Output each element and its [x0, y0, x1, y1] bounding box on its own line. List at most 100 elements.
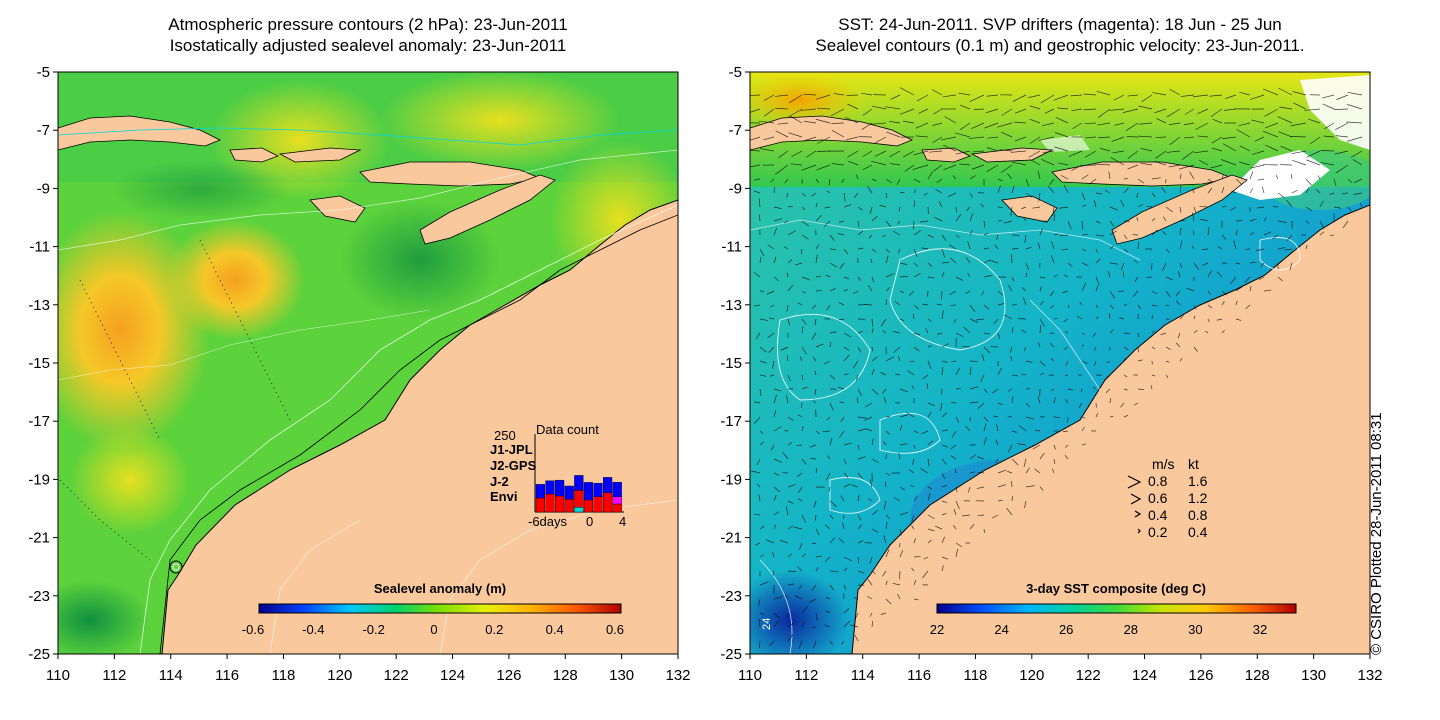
velocity-vector: [868, 234, 873, 239]
velocity-vector: [1249, 286, 1252, 292]
right-lat-tick: -11: [721, 239, 742, 256]
velocity-vector: [955, 234, 960, 238]
velocity-vector: [1123, 234, 1128, 240]
velocity-vector: [1235, 262, 1241, 265]
velocity-vector: [798, 640, 803, 650]
velocity-vector: [841, 178, 845, 184]
velocity-vector: [983, 304, 990, 310]
right-lat-tick: -13: [720, 297, 742, 314]
velocity-vector: [758, 494, 761, 502]
velocity-vector: [759, 612, 765, 615]
velocity-vector: [788, 94, 803, 104]
velocity-vector: [768, 346, 775, 353]
velocity-vector: [969, 401, 979, 404]
data-count-bar-segment: [612, 496, 622, 505]
velocity-vector: [753, 178, 761, 181]
velocity-vector: [885, 514, 890, 519]
velocity-vector: [936, 178, 943, 183]
left-colorbar-ramp: [258, 603, 622, 614]
velocity-vector: [1191, 245, 1195, 250]
velocity-vector: [1050, 304, 1055, 309]
velocity-vector: [983, 247, 990, 250]
velocity-vector: [843, 346, 850, 351]
velocity-vector: [787, 484, 796, 488]
velocity-vector: [1093, 199, 1097, 208]
velocity-vector: [889, 150, 901, 158]
data-count-bar-segment: [574, 507, 584, 513]
velocity-vector: [1175, 290, 1181, 297]
velocity-vector: [1065, 398, 1069, 404]
velocity-vector: [809, 458, 817, 460]
velocity-vector: [843, 332, 852, 338]
velocity-vector: [1095, 412, 1099, 418]
data-count-bar-segment: [555, 495, 565, 513]
velocity-vector: [788, 132, 803, 138]
velocity-vector: [829, 331, 837, 334]
velocity-vector: [797, 302, 803, 306]
velocity-vector: [1108, 171, 1111, 180]
velocity-vector: [824, 624, 831, 628]
geostrophic-velocity-vectors: [750, 87, 1363, 650]
velocity-vector: [955, 542, 963, 548]
velocity-vector: [1089, 178, 1097, 185]
velocity-vector: [1336, 94, 1349, 100]
velocity-vector: [927, 493, 931, 502]
velocity-vector: [1193, 150, 1209, 154]
velocity-vector: [1199, 159, 1209, 166]
data-count-bar-segment: [583, 482, 594, 501]
velocity-vector: [892, 582, 901, 586]
velocity-vector: [880, 371, 887, 376]
velocity-vector: [913, 188, 917, 194]
velocity-vector: [1156, 118, 1167, 124]
velocity-vector: [1055, 117, 1069, 124]
velocity-vector: [1165, 304, 1170, 307]
velocity-vector: [773, 388, 782, 392]
left-lon-tick: 122: [384, 667, 409, 684]
right-lon-tick: 124: [1132, 667, 1157, 684]
velocity-vector: [1265, 122, 1279, 129]
velocity-vector: [838, 220, 845, 223]
velocity-vector: [843, 373, 849, 376]
velocity-vector: [913, 598, 919, 601]
velocity-vector: [1335, 135, 1349, 138]
velocity-vector: [857, 220, 860, 228]
velocity-vector: [754, 401, 761, 404]
velocity-vector: [1284, 248, 1293, 251]
velocity-vector: [951, 360, 957, 363]
australia-landmass-sst: [851, 204, 1370, 654]
velocity-vector: [1308, 118, 1321, 124]
right-lat-tick: -9: [729, 180, 742, 197]
velocity-vector: [759, 346, 767, 353]
velocity-vector: [955, 416, 960, 423]
velocity-vector: [1216, 271, 1223, 278]
velocity-vector: [1140, 147, 1153, 152]
velocity-vector: [848, 160, 859, 166]
velocity-vector: [1141, 94, 1153, 103]
velocity-vector: [971, 122, 985, 130]
velocity-vector: [1292, 159, 1307, 166]
velocity-vector: [825, 596, 831, 600]
velocity-vector: [754, 513, 761, 516]
velocity-vector: [829, 374, 836, 380]
velocity-vector: [1162, 262, 1167, 271]
velocity-vector: [1165, 206, 1173, 213]
velocity-vector: [815, 567, 819, 572]
velocity-vector: [1354, 178, 1363, 183]
right-lon-tick: 116: [907, 667, 931, 684]
velocity-vector: [1083, 108, 1097, 111]
velocity-vector: [899, 528, 902, 536]
velocity-vector: [997, 484, 1007, 488]
velocity-vector: [906, 412, 915, 418]
velocity-vector: [1025, 246, 1032, 250]
velocity-vector: [1081, 192, 1086, 201]
data-count-bar-segment: [612, 482, 622, 497]
velocity-vector: [1106, 360, 1111, 364]
velocity-vector: [1350, 150, 1363, 158]
velocity-vector: [886, 131, 901, 138]
velocity-vector: [1347, 104, 1363, 110]
velocity-vector: [1236, 129, 1251, 138]
velocity-vector: [1021, 206, 1027, 210]
velocity-vector: [913, 150, 929, 156]
velocity-vector: [787, 570, 797, 572]
velocity-vector: [943, 144, 957, 152]
